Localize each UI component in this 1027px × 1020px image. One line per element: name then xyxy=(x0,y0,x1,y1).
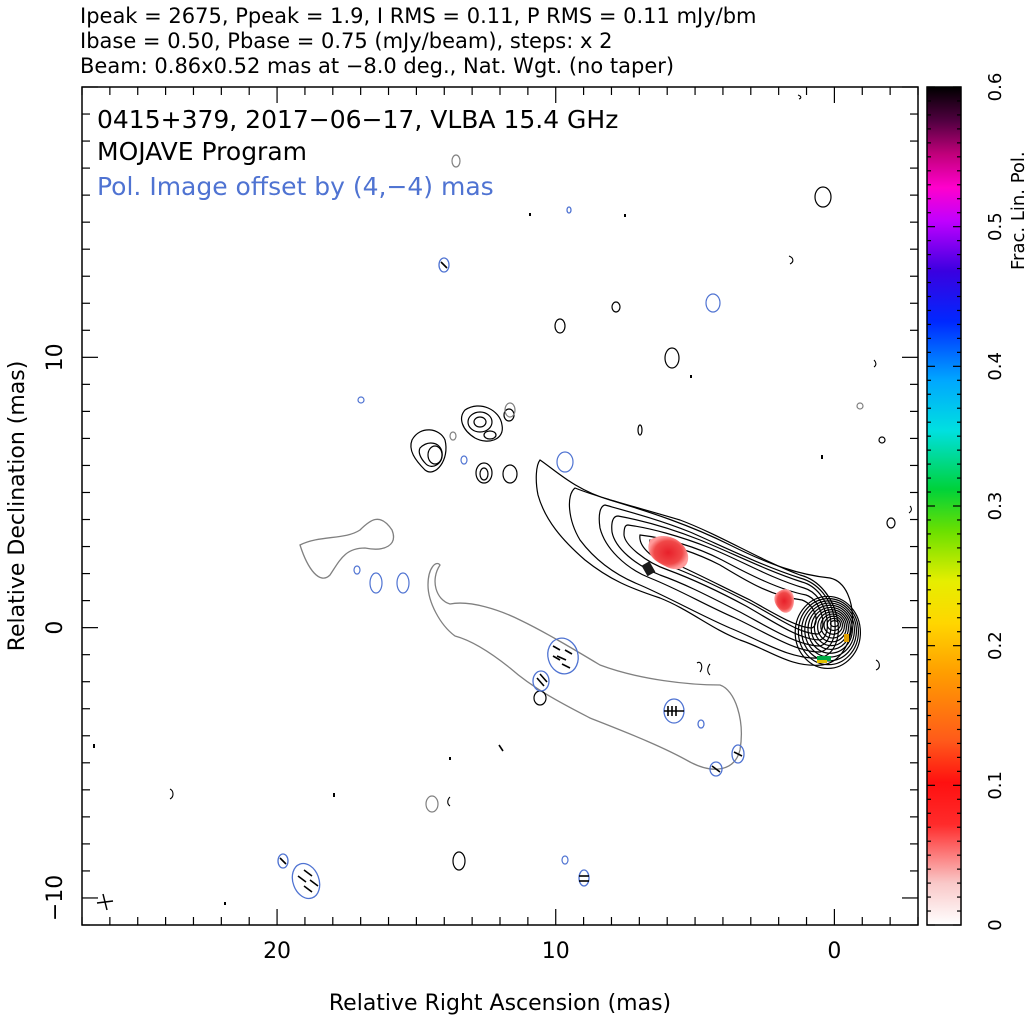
pol-contours xyxy=(277,206,745,900)
pol-outline-west-blob xyxy=(299,518,395,579)
x-tick-label: 20 xyxy=(263,939,291,964)
core-contour-level xyxy=(820,613,845,639)
core-contour-level xyxy=(823,615,843,635)
y-tick-label: 0 xyxy=(43,621,68,635)
colorbar-tick-label: 0.5 xyxy=(985,212,1006,241)
x-tick-label: 0 xyxy=(827,939,841,964)
colorbar-tick-label: 0.2 xyxy=(985,631,1006,660)
evpa-vectors xyxy=(279,261,743,893)
plot-frame xyxy=(81,86,919,926)
x-tick-label: 10 xyxy=(542,939,570,964)
colorbar-tick-label: 0.4 xyxy=(985,352,1006,381)
beam-symbol xyxy=(96,893,114,911)
noise-contours xyxy=(169,94,912,807)
core-contour-level xyxy=(826,617,842,632)
core-contour-level xyxy=(829,620,840,628)
source-annotation: 0415+379, 2017−06−17, VLBA 15.4 GHz xyxy=(97,105,618,134)
core-contour-level xyxy=(810,606,852,651)
program-annotation: MOJAVE Program xyxy=(97,137,307,166)
x-axis-label: Relative Right Ascension (mas) xyxy=(329,991,671,1016)
core-contour-level xyxy=(797,598,860,666)
header-line-3: Beam: 0.86x0.52 mas at −8.0 deg., Nat. W… xyxy=(80,54,674,78)
colorbar-tick-label: 0.3 xyxy=(985,492,1006,521)
core-contour-level xyxy=(813,609,850,647)
core-contour-level xyxy=(807,604,854,654)
frac-pol-patches xyxy=(641,535,849,663)
pol-image-outline xyxy=(427,562,742,770)
axis-ticks xyxy=(81,86,919,926)
colorbar-tick-label: 0.1 xyxy=(985,771,1006,800)
colorbar-tick-label: 0.6 xyxy=(985,73,1006,102)
header-line-2: Ibase = 0.50, Pbase = 0.75 (mJy/beam), s… xyxy=(80,29,612,53)
colorbar-label: Frac. Lin. Pol. xyxy=(1008,151,1027,270)
colorbar-ticks: 0 0.1 0.2 0.3 0.4 0.5 0.6 xyxy=(927,73,1006,931)
outer-jet-knots xyxy=(353,154,896,871)
jet-intensity-contours xyxy=(535,459,853,666)
axis-tick-labels: 20 10 0 10 0 −10 xyxy=(43,343,841,964)
noise-dots xyxy=(93,213,823,905)
colorbar-tick-label: 0 xyxy=(985,919,1006,930)
y-tick-label: −10 xyxy=(43,875,68,921)
offset-annotation: Pol. Image offset by (4,−4) mas xyxy=(97,172,494,201)
core-contour-level xyxy=(816,611,847,643)
header-line-1: Ipeak = 2675, Ppeak = 1.9, I RMS = 0.11,… xyxy=(80,4,757,28)
y-tick-label: 10 xyxy=(43,343,68,371)
y-axis-label: Relative Declination (mas) xyxy=(5,361,30,652)
core-contour-level xyxy=(794,595,862,670)
